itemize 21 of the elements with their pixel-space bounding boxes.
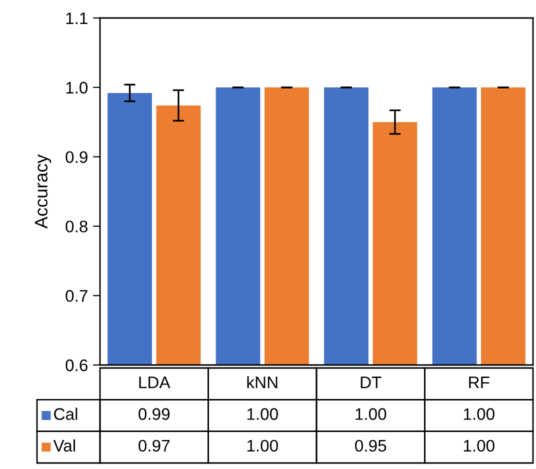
legend-label: Val <box>53 439 75 452</box>
data-label: 0.97 <box>138 440 170 452</box>
data-label: 0.99 <box>138 408 170 420</box>
data-label: 1.00 <box>356 408 386 420</box>
y-tick-label: 0.8 <box>66 220 88 232</box>
x-tick-label: kNN <box>247 376 278 388</box>
y-tick-label: 0.7 <box>66 290 88 302</box>
y-tick-label: 1.1 <box>66 12 88 24</box>
data-label: 0.95 <box>355 440 386 452</box>
y-tick-label: 0.9 <box>66 151 88 164</box>
legend-label: Cal <box>54 408 78 420</box>
y-axis-title: Accuracy <box>34 154 52 229</box>
x-tick-label: DT <box>360 376 382 388</box>
x-tick-label: RF <box>469 376 490 388</box>
data-label: 1.00 <box>464 408 494 420</box>
data-label: 1.00 <box>247 408 278 420</box>
data-label: 1.00 <box>464 440 494 452</box>
y-tick-label: 1.0 <box>66 82 88 94</box>
data-label: 1.00 <box>247 440 278 452</box>
y-tick-label: 0.6 <box>66 359 88 372</box>
x-tick-label: LDA <box>139 376 170 388</box>
